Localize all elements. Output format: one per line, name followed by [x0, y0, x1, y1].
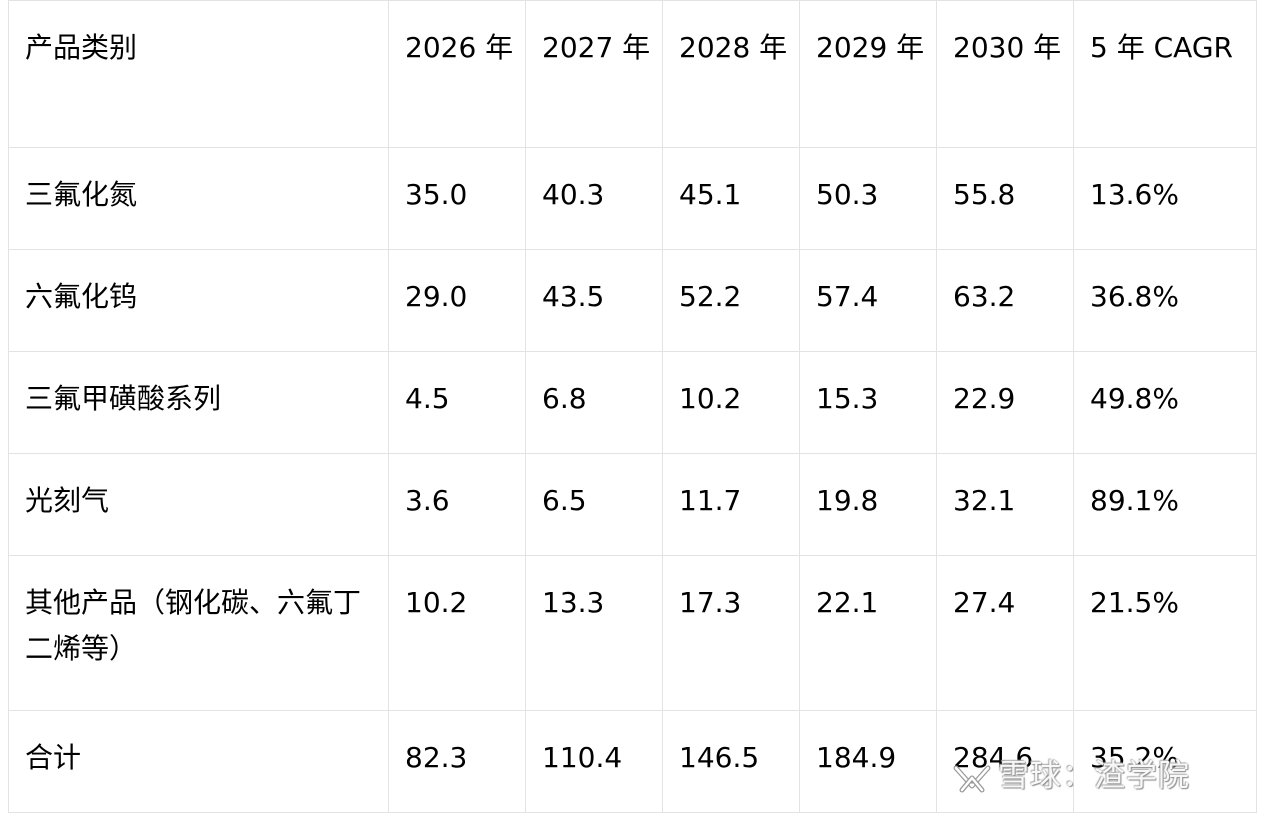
row-value-cell: 10.2 [662, 351, 800, 454]
total-value-cell: 146.5 [662, 710, 800, 813]
table-row: 光刻气 3.6 6.5 11.7 19.8 32.1 89.1% [8, 453, 1257, 556]
row-value-cell: 50.3 [799, 147, 937, 250]
row-value-cell: 13.3 [525, 555, 663, 711]
total-cagr-cell: 35.2% [1073, 710, 1257, 813]
header-cell-2028: 2028 年 [662, 0, 800, 148]
table-row: 六氟化钨 29.0 43.5 52.2 57.4 63.2 36.8% [8, 249, 1257, 352]
header-cell-2030: 2030 年 [936, 0, 1074, 148]
row-category-cell: 三氟化氮 [8, 147, 389, 250]
snowball-logo-icon [950, 756, 994, 800]
row-cagr-cell: 13.6% [1073, 147, 1257, 250]
row-value-cell: 40.3 [525, 147, 663, 250]
header-cell-category: 产品类别 [8, 0, 389, 148]
watermark-text: 雪球：渣学院 [998, 758, 1190, 794]
total-value-cell: 184.9 [799, 710, 937, 813]
row-value-cell: 27.4 [936, 555, 1074, 711]
row-category-cell: 三氟甲磺酸系列 [8, 351, 389, 454]
row-cagr-cell: 89.1% [1073, 453, 1257, 556]
row-cagr-cell: 21.5% [1073, 555, 1257, 711]
row-value-cell: 35.0 [388, 147, 526, 250]
row-cagr-cell: 36.8% [1073, 249, 1257, 352]
total-value-cell: 284.6 [936, 710, 1074, 813]
row-value-cell: 19.8 [799, 453, 937, 556]
row-value-cell: 6.5 [525, 453, 663, 556]
forecast-table: 产品类别 2026 年 2027 年 2028 年 2029 年 2030 年 … [8, 0, 1257, 813]
row-value-cell: 4.5 [388, 351, 526, 454]
row-value-cell: 6.8 [525, 351, 663, 454]
row-value-cell: 29.0 [388, 249, 526, 352]
header-cell-2027: 2027 年 [525, 0, 663, 148]
header-cell-2029: 2029 年 [799, 0, 937, 148]
table-total-row: 合计 82.3 110.4 146.5 184.9 284.6 35.2% [8, 710, 1257, 813]
table-row: 其他产品（钢化碳、六氟丁二烯等） 10.2 13.3 17.3 22.1 27.… [8, 555, 1257, 711]
row-value-cell: 32.1 [936, 453, 1074, 556]
row-category-cell: 六氟化钨 [8, 249, 389, 352]
row-category-cell: 其他产品（钢化碳、六氟丁二烯等） [8, 555, 389, 711]
row-value-cell: 63.2 [936, 249, 1074, 352]
row-value-cell: 45.1 [662, 147, 800, 250]
row-value-cell: 52.2 [662, 249, 800, 352]
row-value-cell: 11.7 [662, 453, 800, 556]
row-value-cell: 15.3 [799, 351, 937, 454]
watermark: 雪球：渣学院 [950, 748, 1190, 804]
row-value-cell: 57.4 [799, 249, 937, 352]
table-header-row: 产品类别 2026 年 2027 年 2028 年 2029 年 2030 年 … [8, 0, 1257, 148]
total-value-cell: 82.3 [388, 710, 526, 813]
row-value-cell: 22.1 [799, 555, 937, 711]
table-row: 三氟化氮 35.0 40.3 45.1 50.3 55.8 13.6% [8, 147, 1257, 250]
row-cagr-cell: 49.8% [1073, 351, 1257, 454]
header-cell-cagr: 5 年 CAGR [1073, 0, 1257, 148]
table-row: 三氟甲磺酸系列 4.5 6.8 10.2 15.3 22.9 49.8% [8, 351, 1257, 454]
row-value-cell: 10.2 [388, 555, 526, 711]
header-cell-2026: 2026 年 [388, 0, 526, 148]
row-value-cell: 55.8 [936, 147, 1074, 250]
total-value-cell: 110.4 [525, 710, 663, 813]
row-value-cell: 22.9 [936, 351, 1074, 454]
row-value-cell: 3.6 [388, 453, 526, 556]
row-value-cell: 43.5 [525, 249, 663, 352]
row-category-cell: 光刻气 [8, 453, 389, 556]
row-value-cell: 17.3 [662, 555, 800, 711]
total-label-cell: 合计 [8, 710, 389, 813]
